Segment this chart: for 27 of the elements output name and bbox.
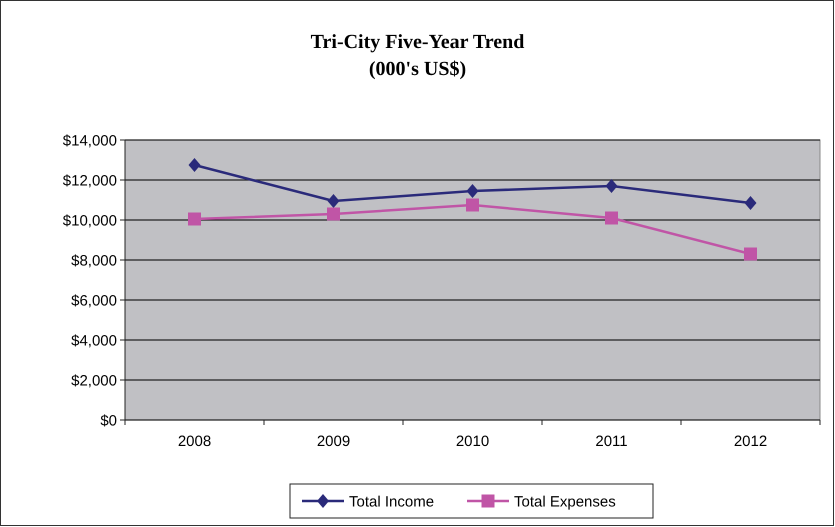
legend-label: Total Expenses [514,493,616,510]
point [327,208,340,220]
legend-label: Total Income [349,493,434,510]
x-tick-label: 2011 [595,433,628,450]
y-tick-label: $4,000 [71,332,117,350]
point [466,184,478,198]
x-tick-label: 2010 [456,433,490,450]
point [606,179,618,193]
chart-subtitle: (000's US$) [368,58,466,80]
chart-title: Tri-City Five-Year Trend [310,31,524,53]
y-tick-label: $0 [100,412,117,430]
point [744,196,756,210]
point [466,198,479,212]
point [744,248,757,260]
y-tick-label: $12,000 [62,172,117,190]
y-tick-label: $14,000 [62,132,117,150]
point [188,158,200,172]
x-tick-label: 2012 [734,433,768,450]
y-tick-label: $8,000 [71,252,117,270]
point [328,194,340,208]
point [188,212,201,226]
x-tick-label: 2008 [178,433,212,450]
y-tick-label: $6,000 [71,292,117,310]
y-tick-label: $10,000 [62,212,117,230]
x-tick-label: 2009 [316,433,350,450]
y-tick-label: $2,000 [71,372,117,390]
point [605,212,618,224]
